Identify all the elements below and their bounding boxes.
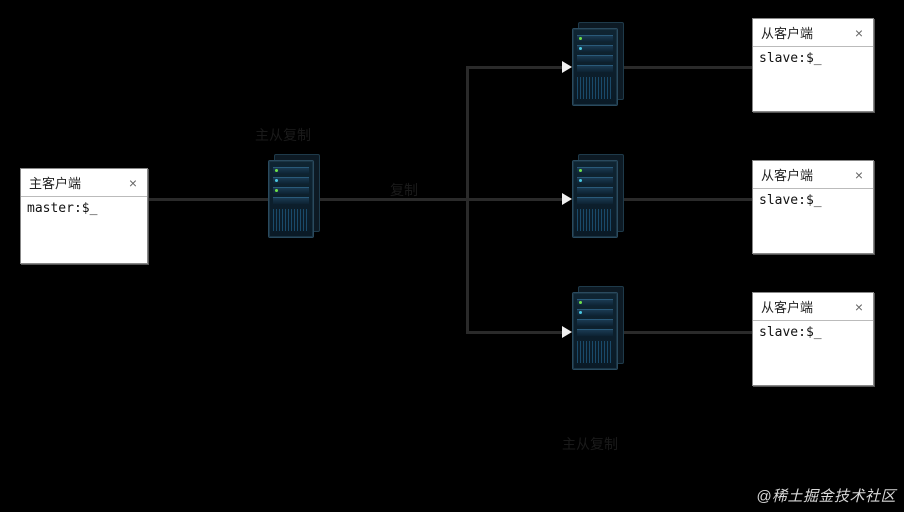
slave-terminal: 从客户端 × slave:$_ (752, 160, 874, 254)
terminal-title: 从客户端 (761, 297, 813, 316)
slave-server-icon (572, 160, 620, 238)
arrowhead-icon (562, 61, 572, 73)
terminal-header: 从客户端 × (753, 293, 873, 321)
terminal-prompt: slave:$_ (759, 51, 822, 66)
label-bottom: 主从复制 (562, 434, 618, 454)
close-icon[interactable]: × (853, 25, 865, 41)
edge (624, 331, 752, 334)
watermark: @稀土掘金技术社区 (756, 485, 896, 506)
label-master-top: 主从复制 (255, 125, 311, 145)
terminal-body: master:$_ (21, 197, 147, 255)
terminal-prompt: slave:$_ (759, 325, 822, 340)
slave-server-icon (572, 292, 620, 370)
edge (466, 66, 566, 69)
arrowhead-icon (562, 193, 572, 205)
edge (466, 331, 566, 334)
arrowhead-icon (562, 326, 572, 338)
terminal-prompt: master:$_ (27, 201, 97, 216)
master-server-icon (268, 160, 316, 238)
master-terminal: 主客户端 × master:$_ (20, 168, 148, 264)
slave-terminal: 从客户端 × slave:$_ (752, 292, 874, 386)
diagram-canvas: 主从复制 复制 主从复制 主客户端 × master:$_ (0, 0, 904, 512)
terminal-title: 从客户端 (761, 23, 813, 42)
terminal-header: 从客户端 × (753, 19, 873, 47)
terminal-prompt: slave:$_ (759, 193, 822, 208)
terminal-title: 从客户端 (761, 165, 813, 184)
edge (624, 66, 752, 69)
terminal-body: slave:$_ (753, 321, 873, 379)
terminal-body: slave:$_ (753, 47, 873, 105)
edge (146, 198, 268, 201)
terminal-header: 从客户端 × (753, 161, 873, 189)
terminal-header: 主客户端 × (21, 169, 147, 197)
terminal-title: 主客户端 (29, 173, 81, 192)
edge (624, 198, 752, 201)
terminal-body: slave:$_ (753, 189, 873, 247)
close-icon[interactable]: × (853, 167, 865, 183)
close-icon[interactable]: × (853, 299, 865, 315)
slave-server-icon (572, 28, 620, 106)
label-between: 复制 (390, 180, 418, 200)
slave-terminal: 从客户端 × slave:$_ (752, 18, 874, 112)
close-icon[interactable]: × (127, 175, 139, 191)
edge (466, 198, 566, 201)
